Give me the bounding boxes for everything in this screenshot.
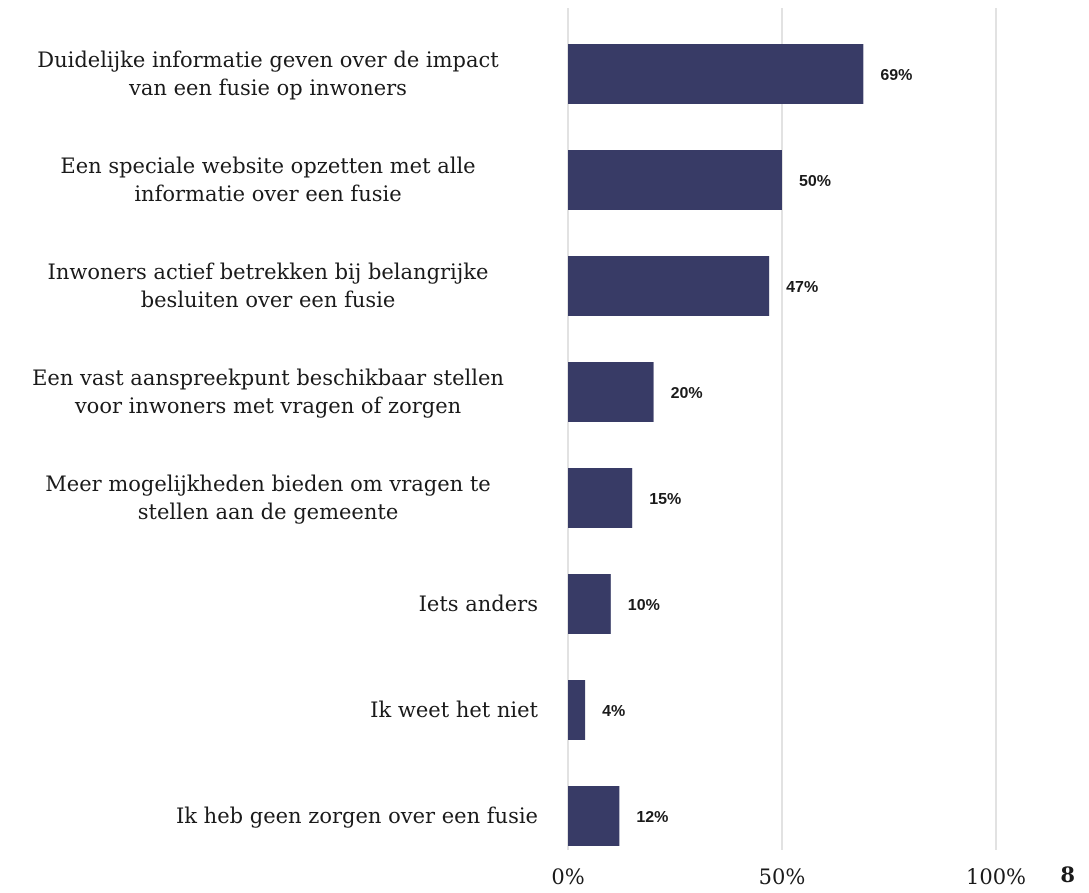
category-label: Meer mogelijkheden bieden om vragen te st… [45,472,490,524]
bars [568,44,864,846]
page-number: 8 [1060,862,1075,887]
value-labels: 69% 50% 47% 20% 15% 10% 4% 12% [602,67,912,826]
category-label: Iets anders [419,592,538,616]
category-label: Een vast aanspreekpunt beschikbaar stell… [32,366,504,418]
value-label: 47% [786,279,818,296]
category-label: Inwoners actief betrekken bij belangrijk… [48,260,489,312]
bar [568,256,770,316]
value-label: 50% [799,173,831,190]
bar [568,574,611,634]
x-tick-label: 100% [966,865,1026,889]
value-label: 69% [880,67,912,84]
x-tick-label: 0% [551,865,584,889]
x-axis-tick-labels: 0% 50% 100% [551,865,1026,889]
gridlines [567,8,997,850]
value-label: 20% [671,385,703,402]
category-label: Ik weet het niet [370,698,538,722]
bar [568,786,620,846]
value-label: 15% [649,491,681,508]
bar [568,44,864,104]
value-label: 12% [636,809,668,826]
bar [568,362,654,422]
x-tick-label: 50% [759,865,806,889]
value-label: 10% [628,597,660,614]
bar [568,150,782,210]
category-label: Een speciale website opzetten met alle in… [60,154,475,206]
bar [568,468,633,528]
category-labels: Duidelijke informatie geven over de impa… [32,48,538,828]
bar [568,680,586,740]
category-label: Ik heb geen zorgen over een fusie [176,804,538,828]
category-label: Duidelijke informatie geven over de impa… [37,48,499,100]
value-label: 4% [602,703,625,720]
